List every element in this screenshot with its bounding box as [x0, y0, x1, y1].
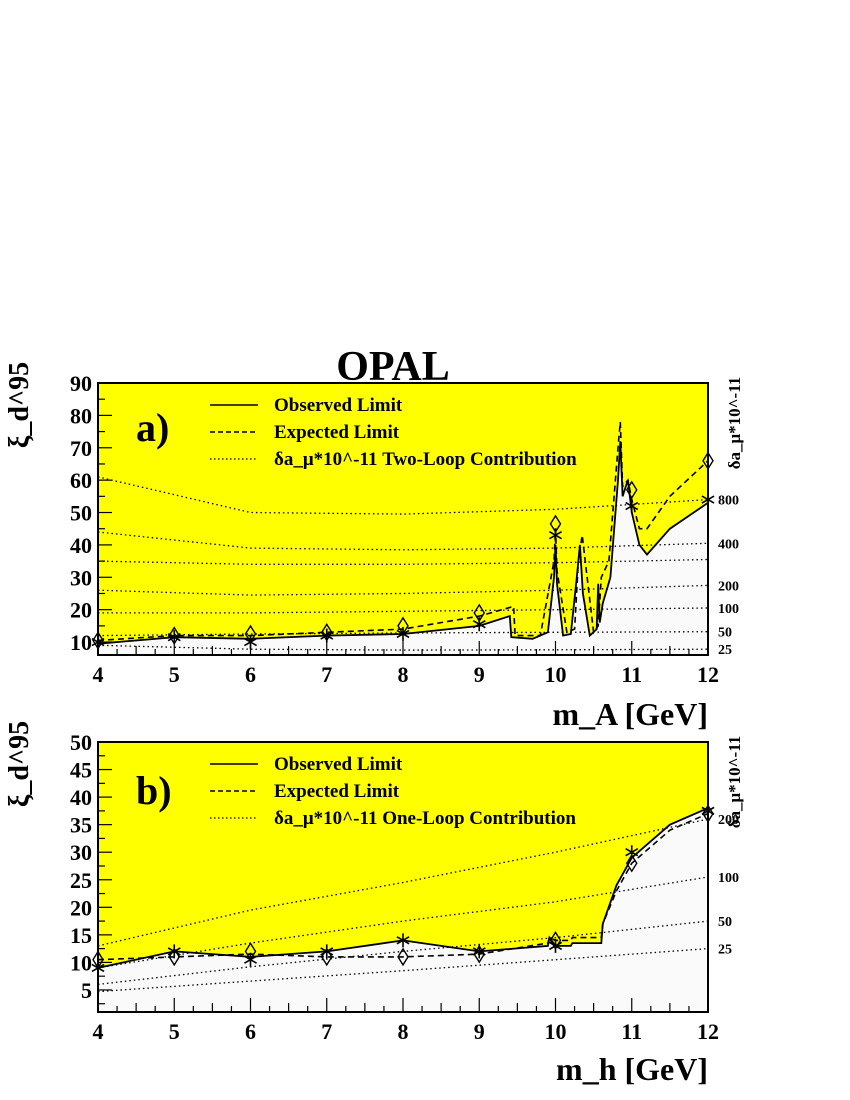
x-axis-label: m_h [GeV] [556, 1051, 708, 1087]
observed-star-marker [320, 628, 334, 643]
observed-star-marker [549, 528, 562, 543]
y-tick-label: 10 [70, 950, 92, 975]
expected-limit-line [97, 421, 709, 642]
legend-label: δa_μ*10^-11 Two-Loop Contribution [274, 449, 577, 470]
x-tick-label: 9 [474, 1019, 485, 1044]
y-tick-label: 20 [70, 598, 92, 623]
contour-label-800: 800 [718, 494, 739, 509]
x-tick-label: 8 [398, 662, 409, 687]
x-tick-label: 5 [169, 1019, 180, 1044]
contour-line-5 [97, 531, 709, 551]
y-tick-label: 70 [70, 436, 92, 461]
x-tick-label: 8 [398, 1019, 409, 1044]
x-tick-label: 11 [621, 1019, 642, 1044]
contour-label-200: 200 [718, 813, 739, 828]
y-axis-label: ξ_d^95 [4, 362, 35, 448]
legend-label: Expected Limit [274, 781, 400, 802]
x-tick-label: 10 [545, 662, 567, 687]
y-tick-label: 40 [70, 785, 92, 810]
observed-star-marker [320, 944, 334, 959]
x-tick-label: 6 [245, 662, 256, 687]
excluded-region [98, 742, 708, 968]
observed-star-marker [244, 952, 257, 967]
panel-label: a) [136, 405, 169, 450]
y-tick-label: 30 [70, 565, 92, 590]
observed-star-marker [472, 944, 486, 959]
expected-diamond-marker [320, 947, 333, 967]
observed-star-marker [472, 617, 486, 632]
observed-star-marker [396, 626, 410, 641]
contour-label-25: 25 [718, 643, 732, 658]
observed-star-marker [396, 933, 410, 948]
y-tick-label: 40 [70, 533, 92, 558]
observed-limit-line [97, 441, 709, 645]
legend-label: Expected Limit [274, 422, 400, 443]
observed-star-marker [625, 845, 639, 860]
y-tick-label: 50 [70, 730, 92, 755]
y-tick-label: 5 [81, 978, 92, 1003]
expected-diamond-marker [473, 944, 486, 964]
contour-label-25: 25 [718, 943, 732, 958]
contour-line-1 [97, 920, 709, 986]
x-tick-label: 10 [545, 1019, 567, 1044]
x-tick-label: 6 [245, 1019, 256, 1044]
right-axis-label: δa_μ*10^-11 [725, 736, 744, 829]
x-tick-label: 4 [93, 1019, 104, 1044]
legend-label: Observed Limit [274, 395, 403, 416]
expected-diamond-marker [625, 480, 638, 500]
contour-label-100: 100 [718, 602, 739, 617]
contour-label-50: 50 [718, 915, 732, 930]
contour-line-6 [97, 476, 709, 515]
x-tick-label: 9 [474, 662, 485, 687]
y-tick-label: 10 [70, 630, 92, 655]
x-tick-label: 12 [697, 1019, 719, 1044]
panel-a: 25 50 100 200 400 800 4 5 6 7 8 9 10 11 12 10 20 30 40 50 60… [4, 362, 744, 732]
contour-label-400: 400 [718, 537, 739, 552]
observed-star-marker [549, 938, 562, 953]
legend-label: δa_μ*10^-11 One-Loop Contribution [274, 808, 576, 829]
y-tick-label: 15 [70, 923, 92, 948]
expected-diamond-marker [397, 947, 409, 967]
y-tick-label: 25 [70, 868, 92, 893]
y-tick-label: 90 [70, 371, 92, 396]
y-tick-label: 20 [70, 895, 92, 920]
y-tick-label: 35 [70, 813, 92, 838]
contour-label-200: 200 [718, 579, 739, 594]
panel-label: b) [136, 768, 172, 813]
x-tick-label: 5 [169, 662, 180, 687]
observed-star-marker [167, 944, 181, 959]
contour-label-50: 50 [718, 626, 732, 641]
x-tick-label: 11 [621, 662, 642, 687]
y-tick-label: 80 [70, 403, 92, 428]
y-tick-label: 60 [70, 468, 92, 493]
right-axis-label: δa_μ*10^-11 [725, 377, 744, 470]
y-tick-label: 30 [70, 840, 92, 865]
expected-diamond-marker [168, 947, 181, 967]
y-axis-label: ξ_d^95 [4, 721, 35, 807]
x-tick-label: 7 [321, 1019, 332, 1044]
contour-line-2 [97, 876, 709, 969]
legend-label: Observed Limit [274, 754, 403, 775]
x-tick-label: 7 [321, 662, 332, 687]
observed-star-marker [625, 499, 639, 514]
expected-diamond-marker [625, 853, 638, 873]
excluded-region [98, 383, 708, 644]
contour-line-0 [97, 947, 709, 993]
x-tick-label: 4 [93, 662, 104, 687]
y-tick-label: 45 [70, 758, 92, 783]
x-tick-label: 12 [697, 662, 719, 687]
contour-line-3 [97, 818, 709, 947]
y-tick-label: 50 [70, 501, 92, 526]
contour-label-100: 100 [718, 871, 739, 886]
x-axis-label: m_A [GeV] [552, 696, 708, 732]
